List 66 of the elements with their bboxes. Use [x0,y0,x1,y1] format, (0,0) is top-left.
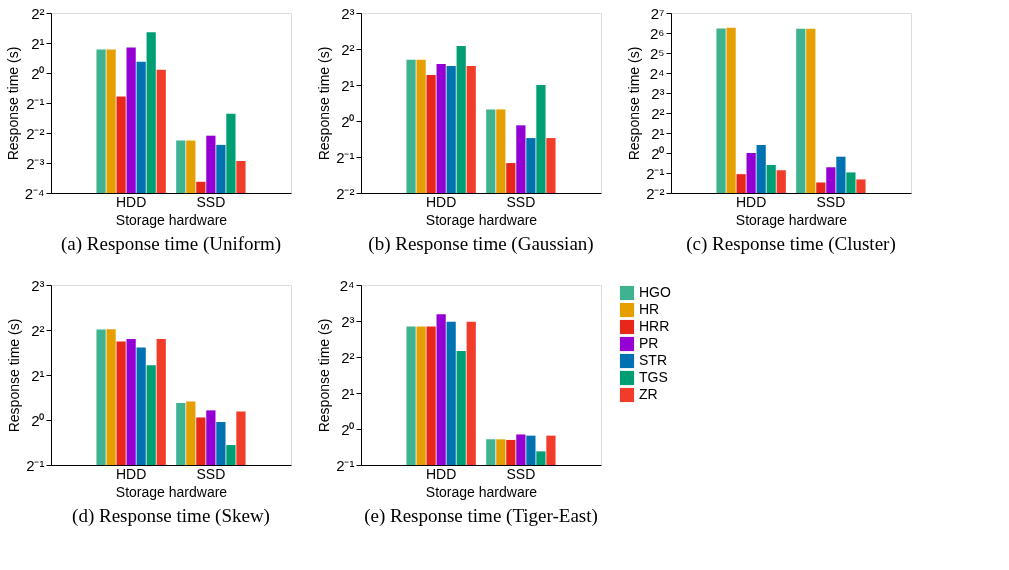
y-tick-label: 2⁰ [651,144,665,162]
y-tick-label: 2¹ [31,366,45,384]
legend-label: ZR [639,386,658,402]
y-tick-label: 2¹ [31,34,45,52]
y-tick-label: 2⁻¹ [26,94,45,112]
y-axis-title: Response time (s) [4,46,21,161]
y-tick-label: 2⁰ [31,411,45,429]
x-axis-title: Storage hardware [735,211,848,228]
x-axis-title: Storage hardware [115,483,228,500]
x-tick-label: SSD [816,193,846,210]
legend-label: HGO [639,284,671,300]
y-tick-label: 2⁷ [650,4,665,22]
x-tick-label: HDD [115,193,147,210]
legend-label: TGS [639,369,668,385]
y-tick-label: 2⁻⁴ [24,184,45,202]
x-tick-label: HDD [115,465,147,482]
y-axis-title: Response time (s) [316,318,333,433]
x-tick-label: HDD [425,193,457,210]
y-tick-label: 2³ [341,4,355,22]
y-tick-label: 2¹ [341,76,355,94]
y-tick-label: 2² [31,321,45,339]
y-tick-label: 2¹ [651,124,665,142]
x-axis-title: Storage hardware [425,483,538,500]
legend-label: PR [639,335,659,351]
text: (e) Response time (Tiger-East) [364,505,598,527]
y-tick-label: 2⁶ [649,24,665,42]
y-tick-label: 2⁴ [649,64,665,82]
y-tick-label: 2⁰ [341,112,355,130]
y-tick-label: 2⁻¹ [336,456,355,474]
x-axis-title: Storage hardware [425,211,538,228]
y-tick-label: 2⁻¹ [26,456,45,474]
y-tick-label: 2⁻³ [26,154,45,172]
legend-label: STR [639,352,667,368]
text: (b) Response time (Gaussian) [368,233,594,255]
x-tick-label: SSD [196,193,226,210]
y-tick-label: 2⁻² [336,184,355,202]
legend-label: HR [639,301,660,317]
y-tick-label: 2³ [341,312,355,330]
text: (d) Response time (Skew) [72,505,270,527]
legend-label: HRR [639,318,670,334]
y-tick-label: 2⁻² [646,184,665,202]
y-axis-title: Response time (s) [6,318,23,433]
y-tick-label: 2⁻¹ [336,148,355,166]
y-tick-label: 2² [341,348,355,366]
y-tick-label: 2³ [31,276,45,294]
x-tick-label: SSD [196,465,226,482]
y-tick-label: 2⁻¹ [646,164,665,182]
y-tick-label: 2⁰ [31,64,45,82]
x-axis-title: Storage hardware [115,211,228,228]
x-tick-label: SSD [506,465,536,482]
y-tick-label: 2¹ [341,384,355,402]
text: (c) Response time (Cluster) [686,233,896,255]
x-tick-label: HDD [735,193,767,210]
y-axis-title: Response time (s) [626,46,643,161]
text: (a) Response time (Uniform) [60,233,282,255]
y-tick-label: 2⁵ [649,44,665,62]
y-tick-label: 2⁴ [339,276,355,294]
x-tick-label: HDD [425,465,457,482]
y-tick-label: 2² [31,4,45,22]
y-axis-title: Response time (s) [316,46,333,161]
y-tick-label: 2² [341,40,355,58]
y-tick-label: 2² [651,104,665,122]
y-tick-label: 2⁻² [26,124,45,142]
x-tick-label: SSD [506,193,536,210]
y-tick-label: 2⁰ [341,420,355,438]
y-tick-label: 2³ [651,84,665,102]
